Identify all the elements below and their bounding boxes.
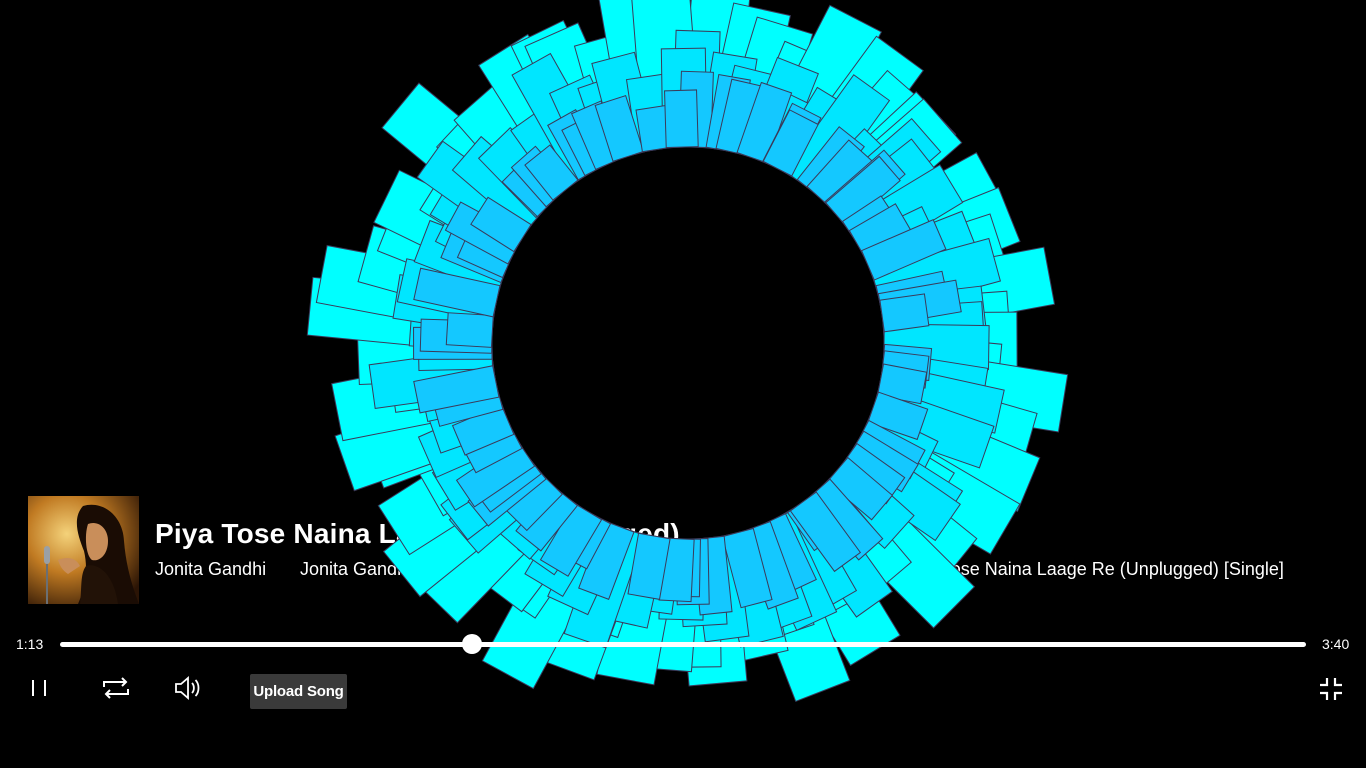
repeat-icon <box>103 677 129 699</box>
album-art <box>28 496 139 604</box>
exit-fullscreen-button[interactable] <box>1316 674 1346 704</box>
pause-icon <box>32 680 46 696</box>
visualizer-bar <box>413 365 500 414</box>
artist-name: Jonita Gandhi <box>155 559 267 579</box>
total-time: 3:40 <box>1322 636 1350 652</box>
repeat-button[interactable] <box>100 672 132 704</box>
visualizer-bar <box>789 491 862 573</box>
visualizer-bar <box>627 532 671 600</box>
album-name: Piya Tose Naina Laage Re (Unplugged) [Si… <box>902 559 1284 579</box>
visualizer-bar <box>445 312 494 348</box>
volume-icon <box>175 676 200 700</box>
visualizer-bar <box>470 196 532 253</box>
visualizer-bar <box>867 391 929 441</box>
exit-fullscreen-icon <box>1320 678 1342 700</box>
visualizer-bar <box>539 502 603 577</box>
upload-song-button[interactable]: Upload Song <box>250 674 347 709</box>
visualizer-bar <box>594 95 645 162</box>
pause-button[interactable] <box>26 674 54 702</box>
visualizer-bar <box>721 527 773 609</box>
seek-thumb[interactable] <box>462 634 483 654</box>
visualizer-bar <box>762 109 819 177</box>
visualizer-bar <box>664 89 699 149</box>
seek-bar[interactable] <box>60 634 1306 654</box>
visualizer-bar <box>879 293 930 333</box>
visualizer-bar <box>413 267 501 318</box>
visualizer-bar <box>860 219 947 281</box>
current-time: 1:13 <box>16 636 44 652</box>
volume-button[interactable] <box>172 672 204 704</box>
visualizer-bar <box>524 144 579 201</box>
